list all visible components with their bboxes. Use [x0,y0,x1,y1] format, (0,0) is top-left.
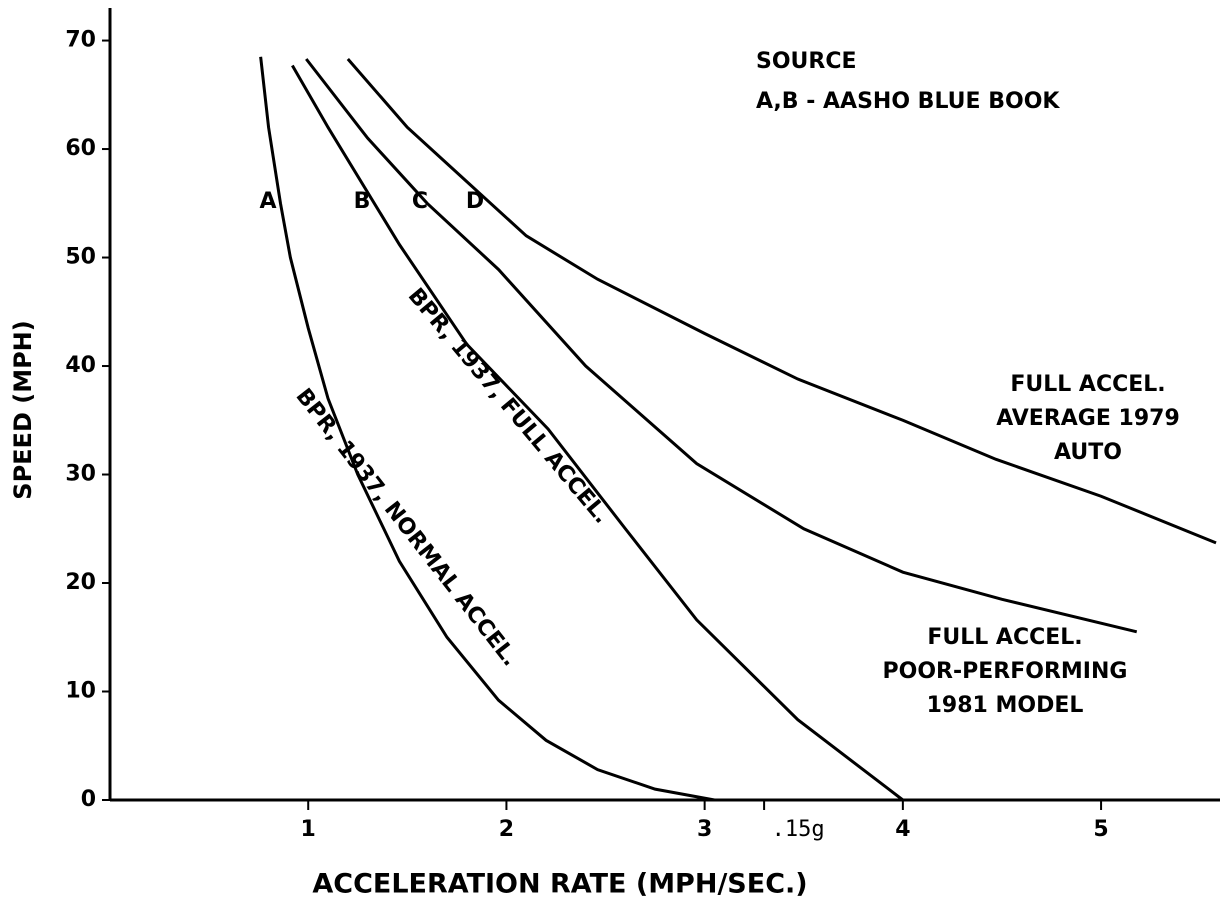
series-label: C [412,189,428,214]
x-axis-label: ACCELERATION RATE (MPH/SEC.) [312,869,807,900]
curve [346,58,1217,545]
x-tick-label: 1 [301,817,316,842]
y-tick-label: 40 [65,353,96,378]
y-axis-label: SPEED (MPH) [9,320,37,499]
annotation: AVERAGE 1979 [996,406,1180,431]
series-label: B [354,189,371,214]
y-tick-label: 30 [65,462,96,487]
x-tick-label: 2 [499,817,514,842]
y-tick-label: 50 [65,245,96,270]
annotation: FULL ACCEL. [1010,372,1165,397]
annotation: BPR, 1937, FULL ACCEL. [403,284,614,529]
annotation: BPR, 1937, NORMAL ACCEL. [291,384,523,671]
annotation: FULL ACCEL. [927,625,1082,650]
series-label: D [466,189,484,214]
x-tick-label: 4 [895,817,910,842]
curve [291,64,904,802]
annotation: AUTO [1054,440,1122,465]
y-tick-label: 60 [65,136,96,161]
x-tick-label: 5 [1093,817,1108,842]
annotation: 1981 MODEL [927,693,1084,718]
annotation: POOR-PERFORMING [883,659,1128,684]
curve [259,56,715,802]
annotation: SOURCE [756,49,857,74]
curve [305,58,1138,634]
x-tick-label: .15g [772,817,825,842]
y-tick-label: 10 [65,679,96,704]
y-tick-label: 20 [65,570,96,595]
annotation: A,B - AASHO BLUE BOOK [756,89,1060,114]
y-tick-label: 0 [81,787,96,812]
series-label: A [259,189,276,214]
y-tick-label: 70 [65,28,96,53]
x-tick-label: 3 [697,817,712,842]
